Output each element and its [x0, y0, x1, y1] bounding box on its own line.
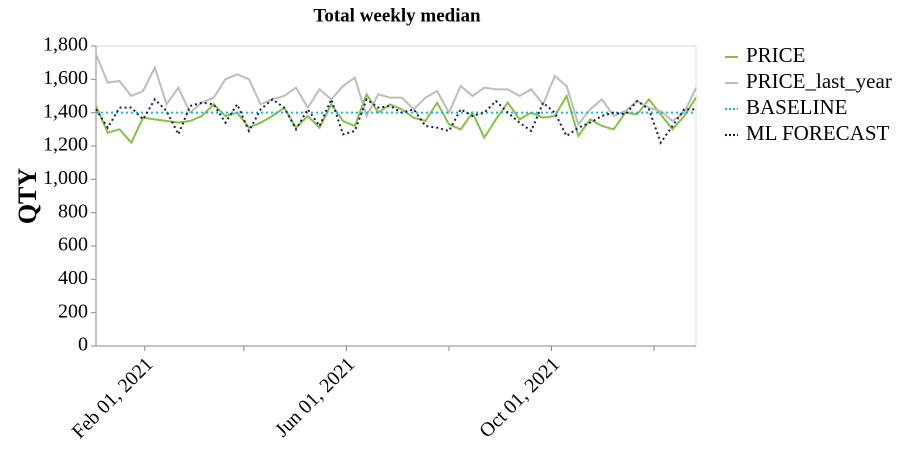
plot-frame: [95, 45, 697, 347]
legend-label: PRICE: [746, 43, 806, 67]
y-axis-label: QTY: [13, 168, 42, 225]
legend-label: BASELINE: [746, 95, 848, 119]
x-tick-label: Jun 01, 2021: [271, 353, 359, 441]
legend-label: PRICE_last_year: [746, 69, 892, 93]
y-tick-label: 200: [58, 300, 88, 322]
series-line: [95, 92, 697, 145]
x-tick-label: Oct 01, 2021: [475, 353, 564, 442]
y-tick-label: 1,600: [43, 67, 88, 89]
chart-title: Total weekly median: [313, 5, 481, 26]
y-tick-label: 600: [58, 234, 88, 256]
series-line: [95, 53, 697, 127]
y-tick-label: 1,000: [43, 167, 88, 189]
y-tick-label: 800: [58, 200, 88, 222]
x-tick-label: Feb 01, 2021: [68, 353, 158, 443]
y-tick-label: 400: [58, 267, 88, 289]
series-line: [95, 96, 696, 145]
y-tick-label: 1,200: [43, 134, 88, 156]
y-tick-label: 1,800: [43, 34, 88, 56]
y-tick-label: 1,400: [43, 100, 88, 122]
y-tick-label: 0: [78, 334, 88, 356]
legend-label: ML FORECAST: [746, 121, 890, 145]
